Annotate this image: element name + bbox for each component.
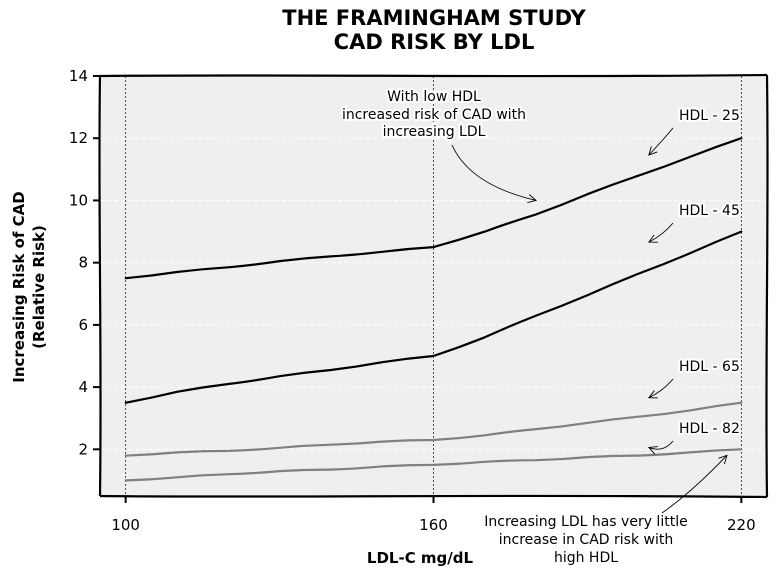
y-tick-label: 8 <box>78 254 88 272</box>
y-tick-label: 10 <box>69 191 88 209</box>
x-tick-label: 100 <box>111 516 140 534</box>
series-label-hdl-65-halo: HDL - 65 <box>679 359 740 375</box>
series-label-arrow <box>648 378 674 399</box>
plot-frame <box>98 73 769 499</box>
y-axis-label-line-2: (Relative Risk) <box>30 225 48 349</box>
title-line-2: CAD RISK BY LDL <box>334 30 535 54</box>
series-line-hdl-82 <box>124 448 743 482</box>
y-tick-label: 6 <box>78 316 88 334</box>
y-tick-label: 14 <box>69 67 88 85</box>
annotation-bottom-line-1-text: Increasing LDL has very little <box>484 514 687 530</box>
annotation-top-line-3-halo: increasing LDL <box>383 124 486 140</box>
series-label-hdl-25-text: HDL - 25 <box>679 108 740 124</box>
arrow-head <box>718 454 728 465</box>
series-label-arrow <box>648 222 674 243</box>
annotation-bottom-line-3-text: high HDL <box>554 550 618 566</box>
annotation-bottom-line-3-halo: high HDL <box>554 550 618 566</box>
annotation-bottom-line-1-halo: Increasing LDL has very little <box>484 514 687 530</box>
series-label-hdl-45-halo: HDL - 45 <box>679 203 740 219</box>
annotation-bottom-arrow <box>661 455 728 514</box>
annotation-top-line-2-text: increased risk of CAD with <box>342 107 526 123</box>
y-axis-label: Increasing Risk of CAD (Relative Risk) <box>10 191 48 383</box>
arrow-head <box>527 194 538 204</box>
chart-title: THE FRAMINGHAM STUDY CAD RISK BY LDL <box>282 6 586 54</box>
y-tick-label: 4 <box>78 378 88 396</box>
series-label-arrow <box>648 440 674 450</box>
y-tick-label: 12 <box>69 129 88 147</box>
annotation-top-line-1-text: With low HDL <box>387 89 481 105</box>
annotation-top-line-1-halo: With low HDL <box>387 89 481 105</box>
series-label-hdl-82-text: HDL - 82 <box>679 421 740 437</box>
arrow-head <box>648 146 658 156</box>
annotation-top-arrow <box>451 144 537 201</box>
arrow-head <box>647 234 658 243</box>
series-label-hdl-82-halo: HDL - 82 <box>679 421 740 437</box>
series-line-hdl-65 <box>124 401 743 457</box>
annotation-bottom-line-1: Increasing LDL has very littleIncreasing… <box>482 512 689 532</box>
series-label-hdl-65-text: HDL - 65 <box>679 359 740 375</box>
axis-ticks: 2 4 6 8 10 12 14 100 160 220 <box>69 67 756 534</box>
annotation-bottom-line-2-text: increase in CAD risk with <box>499 532 673 548</box>
x-tick-label: 160 <box>419 516 448 534</box>
x-axis-label: LDL-C mg/dL <box>367 549 474 567</box>
arrow-head <box>647 446 658 455</box>
y-tick-label: 2 <box>78 440 88 458</box>
x-tick-label: 220 <box>727 516 756 534</box>
series-label-hdl-25-halo: HDL - 25 <box>679 108 740 124</box>
annotation-bottom-line-2-halo: increase in CAD risk with <box>499 532 673 548</box>
annotation-top-line-3-text: increasing LDL <box>383 124 486 140</box>
series-layer <box>124 137 743 482</box>
arrow-head <box>647 390 658 399</box>
title-line-1: THE FRAMINGHAM STUDY <box>282 6 586 30</box>
series-line-hdl-45 <box>124 230 743 404</box>
series-line-hdl-25 <box>124 137 743 280</box>
series-label-arrow <box>648 127 674 156</box>
series-label-hdl-45-text: HDL - 45 <box>679 203 740 219</box>
annotation-top-line-2-halo: increased risk of CAD with <box>342 107 526 123</box>
y-axis-label-line-1: Increasing Risk of CAD <box>10 191 28 383</box>
